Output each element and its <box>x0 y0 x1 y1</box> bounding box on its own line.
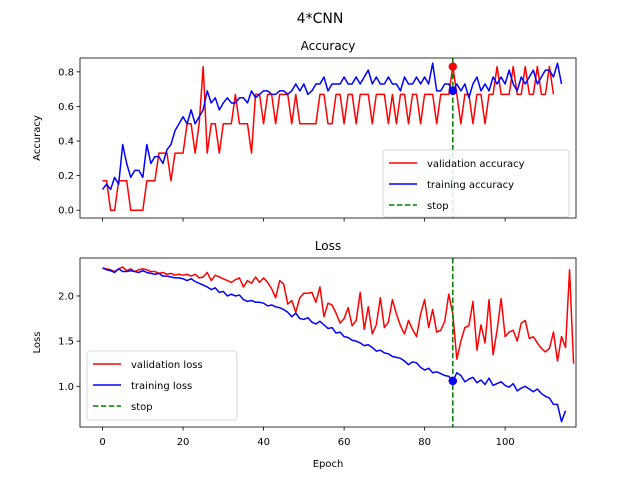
accuracy-y-tick-label: 0.2 <box>58 171 74 182</box>
accuracy-legend-label: stop <box>427 201 449 212</box>
loss-training-stop-marker <box>448 376 458 386</box>
loss-x-tick-label: 40 <box>257 437 270 448</box>
accuracy-y-tick-label: 0.6 <box>58 102 74 113</box>
accuracy-legend-box <box>382 149 570 218</box>
accuracy-validation-stop-marker <box>448 62 458 71</box>
loss-x-tick-label: 20 <box>177 437 190 448</box>
loss-validation-line <box>102 266 575 364</box>
accuracy-legend-label: training accuracy <box>427 180 514 191</box>
loss-y-tick-label: 2.0 <box>58 291 74 302</box>
accuracy-training-line <box>101 62 563 191</box>
loss-x-tick-label: 60 <box>338 437 351 448</box>
accuracy-y-tick-label: 0.0 <box>58 206 74 217</box>
loss-legend-label: stop <box>131 402 153 413</box>
loss-training-line <box>102 267 567 423</box>
accuracy-y-tick-label: 0.4 <box>58 137 74 148</box>
loss-x-axis-label: Epoch <box>313 459 344 470</box>
loss-panel: 0 20 40 60 80 100 1.0 1.5 2.0 Loss Loss Epoch valida… <box>32 239 577 470</box>
loss-legend: validation loss training loss stop <box>86 350 238 421</box>
loss-y-tick-label: 1.5 <box>58 337 74 348</box>
loss-legend-label: training loss <box>131 381 192 392</box>
loss-legend-box <box>86 350 238 421</box>
accuracy-validation-line <box>102 65 555 211</box>
accuracy-legend-label: validation accuracy <box>427 159 525 170</box>
accuracy-training-stop-marker <box>448 86 458 96</box>
loss-x-tick-label: 80 <box>418 437 431 448</box>
loss-y-axis-label: Loss <box>32 332 43 354</box>
accuracy-y-axis-label: Accuracy <box>32 115 43 161</box>
loss-axes-frame <box>79 257 577 428</box>
accuracy-legend: validation accuracy training accuracy stop <box>382 149 570 218</box>
accuracy-axes-frame <box>79 57 577 219</box>
accuracy-y-tick-label: 0.8 <box>58 67 74 78</box>
loss-x-tick-label: 100 <box>496 437 515 448</box>
loss-legend-label: validation loss <box>131 360 203 371</box>
loss-title: Loss <box>315 239 341 253</box>
loss-y-tick-label: 1.0 <box>58 382 74 393</box>
figure-suptitle: 4*CNN <box>297 11 344 27</box>
accuracy-panel: 0.0 0.2 0.4 0.6 0.8 Accuracy Accuracy validatio… <box>32 39 577 222</box>
loss-x-tick-label: 0 <box>99 437 105 448</box>
accuracy-title: Accuracy <box>301 39 356 53</box>
